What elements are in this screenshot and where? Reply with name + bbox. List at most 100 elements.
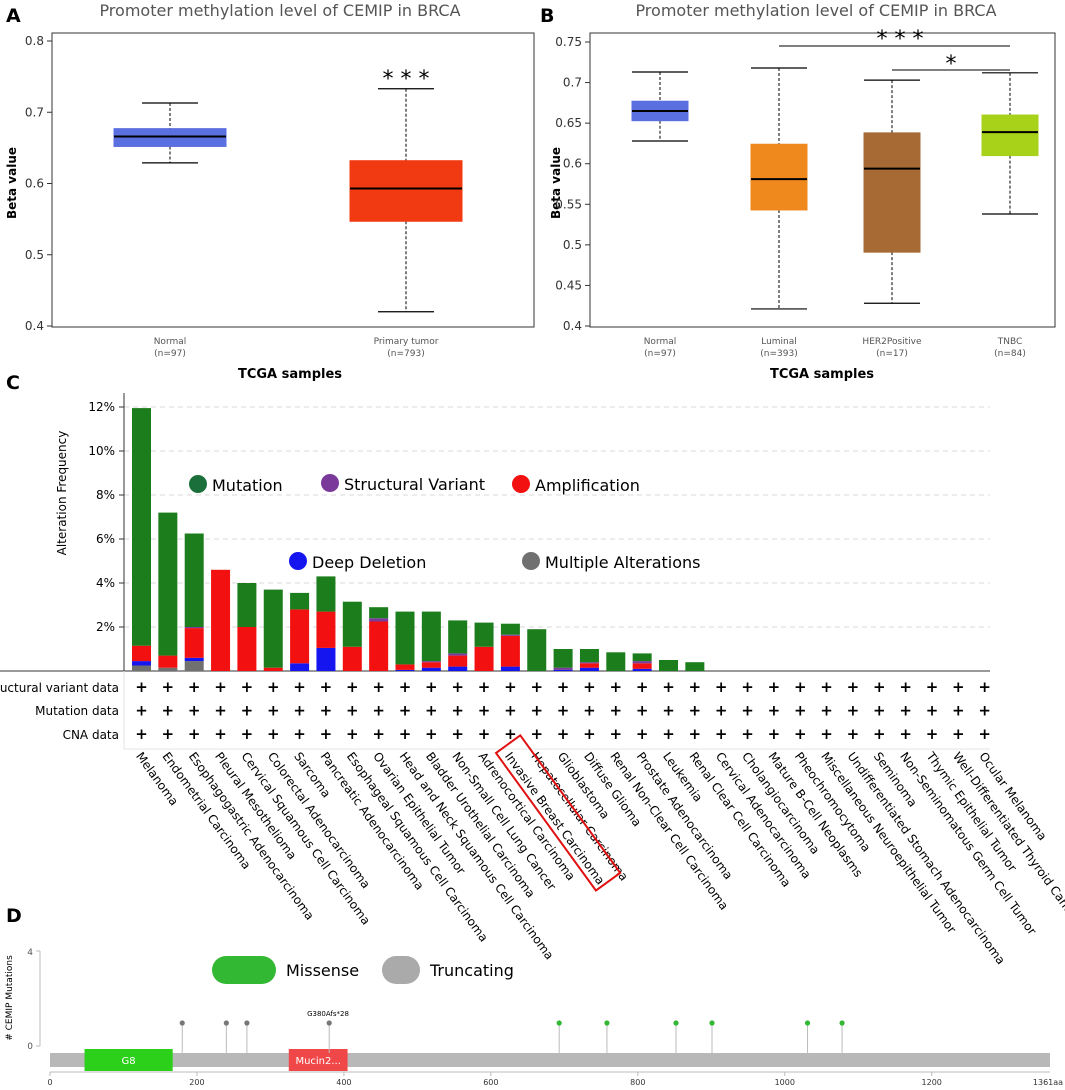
bar-segment-amplification [369, 621, 389, 671]
highlight-invasive-breast-carcinoma [494, 733, 622, 892]
bar-segment-amplification [579, 663, 599, 668]
panel-c-ytick-label: 8% [96, 488, 115, 502]
bar-segment-mutation [369, 607, 389, 619]
data-available-mark: + [978, 702, 991, 720]
bar-segment-amplification [500, 635, 520, 667]
panel-c-ytick-label: 6% [96, 532, 115, 546]
bar-segment-amplification [211, 569, 231, 671]
bar-segment-mutation [659, 660, 678, 671]
data-available-mark: + [715, 678, 728, 696]
a-box-primary-tumor [349, 160, 463, 222]
data-available-mark: + [794, 702, 807, 720]
data-available-mark: + [214, 725, 227, 743]
data-available-mark: + [530, 725, 543, 743]
panel-c-letter: C [6, 372, 20, 394]
b-box-tnbc [981, 114, 1039, 157]
panel-a-y-axis: 0.4 0.5 0.6 0.7 0.8 [25, 34, 52, 333]
data-available-mark: + [899, 725, 912, 743]
bar-segment-amplification [474, 646, 494, 671]
panel-d: D # CEMIP Mutations 4 0 Missense Truncat… [5, 905, 1063, 1087]
bar-segment-multiple-alterations [184, 661, 204, 671]
legend-deep-deletion-label: Deep Deletion [312, 553, 426, 572]
data-available-mark: + [794, 678, 807, 696]
data-available-mark: + [346, 678, 359, 696]
data-available-mark: + [926, 678, 939, 696]
bar-segment-mutation [606, 652, 626, 671]
panel-c-ytick-label: 10% [88, 444, 115, 458]
a-ytick-label: 0.6 [25, 177, 44, 191]
bar-segment-amplification [184, 628, 204, 658]
b-box-her2positive [863, 132, 921, 253]
legend-missense-icon [212, 956, 276, 984]
panel-b-xtick-normal: Normal [644, 337, 677, 347]
data-available-mark: + [557, 725, 570, 743]
panel-c-ytick-label: 2% [96, 620, 115, 634]
data-available-mark: + [926, 702, 939, 720]
panel-d-x-ticks: 0 200 400 600 800 1000 1200 [47, 1072, 942, 1087]
row-label-mutation: Mutation data [35, 704, 119, 718]
data-available-mark: + [794, 725, 807, 743]
data-available-mark: + [478, 678, 491, 696]
data-available-mark: + [188, 678, 201, 696]
bar-segment-amplification [132, 645, 151, 662]
bar-segment-structural-variant [369, 618, 389, 622]
data-available-mark: + [346, 702, 359, 720]
data-available-mark: + [372, 725, 385, 743]
data-available-mark: + [557, 702, 570, 720]
data-available-mark: + [267, 678, 280, 696]
bar-segment-mutation [632, 653, 652, 662]
data-available-mark: + [610, 678, 623, 696]
bar-segment-mutation [263, 589, 283, 668]
bar-segment-structural-variant [500, 634, 520, 636]
data-available-mark: + [873, 702, 886, 720]
data-available-mark: + [530, 702, 543, 720]
domain-g8 [84, 1049, 173, 1071]
legend-truncating-icon [382, 956, 420, 984]
panel-b-xtick-luminal-n: (n=393) [760, 349, 797, 359]
bar-segment-structural-variant [579, 662, 599, 664]
lollipop-head-missense [673, 1020, 679, 1026]
bar-segment-deep-deletion [290, 663, 310, 671]
lollipop-head-truncating [244, 1020, 250, 1026]
bar-segment-amplification [290, 609, 310, 664]
bar-segment-deep-deletion [316, 647, 336, 671]
lollipop-head-missense [804, 1020, 811, 1026]
lollipop-head-truncating [179, 1020, 185, 1026]
row-label-cna: CNA data [63, 728, 119, 742]
bar-segment-mutation [474, 622, 494, 647]
panel-b-title: Promoter methylation level of CEMIP in B… [635, 1, 996, 20]
data-available-mark: + [135, 702, 148, 720]
data-available-mark: + [847, 678, 860, 696]
data-available-mark: + [293, 678, 306, 696]
data-available-mark: + [478, 702, 491, 720]
bar-segment-amplification [237, 627, 257, 671]
panel-d-ylabel: # CEMIP Mutations [5, 955, 15, 1041]
data-available-mark: + [636, 725, 649, 743]
data-available-mark: + [557, 678, 570, 696]
data-available-mark: + [425, 725, 438, 743]
mutation-lollipops [179, 1020, 845, 1053]
domain-mucin2 [288, 1049, 348, 1071]
data-available-mark: + [952, 702, 965, 720]
panel-a-ylabel: Beta value [5, 147, 19, 219]
data-available-mark: + [530, 678, 543, 696]
data-available-mark: + [715, 702, 728, 720]
data-available-mark: + [504, 702, 517, 720]
lollipop-head-truncating [223, 1020, 229, 1026]
bar-segment-deep-deletion [395, 669, 415, 671]
b-ytick-label: 0.55 [555, 197, 582, 211]
panel-b-frame [589, 32, 1056, 328]
data-available-mark: + [820, 678, 833, 696]
data-available-mark: + [768, 702, 781, 720]
data-available-mark: + [451, 725, 464, 743]
data-available-mark: + [267, 725, 280, 743]
panel-a-boxes [113, 88, 463, 313]
b-box-luminal [750, 143, 808, 211]
data-available-mark: + [662, 678, 675, 696]
a-ytick-label: 0.7 [25, 105, 44, 119]
legend-amplification-icon [512, 475, 530, 493]
bar-segment-mutation [553, 649, 573, 668]
panel-b-letter: B [540, 5, 554, 27]
panel-b-significance-1: * * * [877, 27, 924, 52]
